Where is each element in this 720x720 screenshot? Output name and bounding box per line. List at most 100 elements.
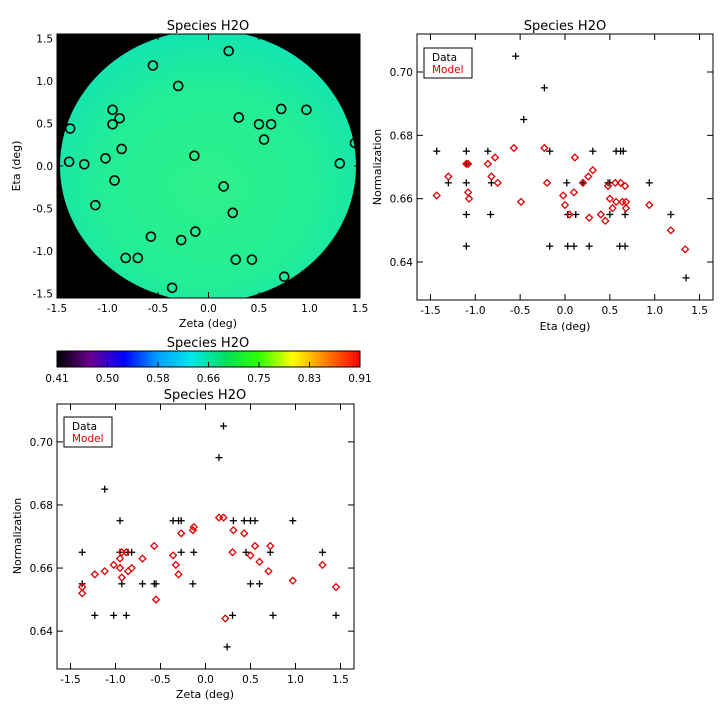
map-point [114,113,125,124]
eta-data-point [621,242,629,250]
eta-model-point [483,159,493,169]
zeta-model-point [239,529,249,538]
eta-model-point [490,153,500,162]
zeta-model-point [138,554,147,563]
eta-xtick-label: 1.5 [691,305,708,317]
eta-legend-data: Data [432,52,457,64]
eta-model-point [444,172,453,181]
eta-title: Species H2O [524,19,606,34]
map-point [100,153,111,164]
map-point [233,112,245,123]
zeta-model-point [250,541,260,551]
zeta-data-point [122,611,130,619]
zeta-model-point [318,560,327,570]
eta-model-point [432,191,441,200]
map-point [172,80,184,92]
map-xtick-label: 0.5 [251,303,268,315]
zeta-model-point [151,595,161,604]
eta-data-point [512,52,520,60]
map-xtick-label: 1.5 [352,303,369,315]
colorbar-tick-label: 0.50 [96,373,119,385]
map-point [116,143,127,155]
zeta-model-point [149,541,159,551]
eta-model-point [616,178,625,188]
eta-data-point [487,211,495,218]
map-ylabel: Eta (deg) [10,141,23,192]
colorbar-tick-label: 0.75 [247,373,270,385]
map-point [334,158,346,169]
map-ytick-label: -1.5 [33,289,54,301]
eta-ytick-label: 0.70 [390,67,413,79]
zeta-legend-box [63,416,113,448]
zeta-data-point [242,548,250,556]
zeta-data-point [251,517,259,525]
zeta-model-point [229,525,238,535]
eta-data-point [589,147,597,155]
map-point [278,271,290,283]
eta-legend: Data Model [423,47,473,79]
zeta-ytick-label: 0.66 [30,563,54,575]
map-ytick-label: 0.5 [36,118,53,130]
eta-model-point [611,178,620,188]
zeta-model-point [331,582,341,592]
eta-model-point [569,188,579,197]
zeta-panel: Species H2O -1.5 -1.0 -0.5 0.0 0.5 1.0 1.5 0.64… [11,388,355,701]
zeta-data-point [256,580,263,588]
eta-ylabel: Normalization [371,129,384,205]
map-field [60,34,356,298]
zeta-data-point [223,643,231,651]
zeta-data-point [247,580,254,588]
zeta-data-point [190,548,198,556]
eta-data-point [462,179,470,187]
map-point [223,45,234,57]
zeta-model-point [117,573,127,582]
zeta-points [77,422,341,651]
eta-model-point [588,165,598,175]
zeta-data-point [139,580,146,588]
colorbar-tick-label: 0.83 [298,373,321,385]
zeta-legend-model: Model [72,433,104,445]
eta-model-point [620,181,630,191]
zeta-data-point [269,611,277,619]
zeta-model-point [122,548,131,557]
eta-data-point [563,179,571,187]
eta-data-point [520,116,528,123]
eta-model-point [680,245,690,254]
map-points [63,45,361,294]
zeta-data-point [91,611,99,619]
zeta-xtick-label: -1.0 [105,674,126,686]
map-point [189,150,200,162]
eta-data-point [484,147,492,155]
map-point [64,123,76,134]
colorbar-tick-label: 0.66 [197,373,221,385]
eta-data-point [462,242,470,250]
eta-xtick-label: -0.5 [510,305,531,317]
map-xtick-label: -1.5 [47,303,68,315]
zeta-model-point [176,529,186,538]
map-point [166,282,178,294]
map-point [258,134,270,145]
zeta-ytick-label: 0.68 [30,500,53,512]
zeta-model-point [188,525,198,535]
zeta-ylabel: Normalization [11,498,24,574]
eta-xtick-label: 0.5 [601,305,618,317]
eta-xtick-label: -1.5 [420,305,441,317]
eta-panel: Species H2O -1.5 -1.0 -0.5 0.0 0.5 1.0 1.5 0.64… [371,19,714,333]
zeta-xtick-label: 1.0 [287,674,304,686]
zeta-xlabel: Zeta (deg) [176,688,234,701]
map-ytick-label: -0.5 [33,204,54,216]
zeta-data-point [319,548,326,556]
map-point [90,199,101,211]
eta-model-point [608,203,617,213]
eta-model-point [462,159,471,169]
zeta-data-point [177,548,185,556]
zeta-data-point [229,517,237,525]
zeta-model-point [246,551,255,560]
map-xtick-label: -1.0 [97,303,118,315]
zeta-model-point [255,557,264,566]
map-point [120,252,131,264]
eta-data-point [462,147,470,155]
map-point [190,226,201,237]
zeta-model-point [123,566,133,576]
eta-ytick-label: 0.68 [390,130,413,142]
